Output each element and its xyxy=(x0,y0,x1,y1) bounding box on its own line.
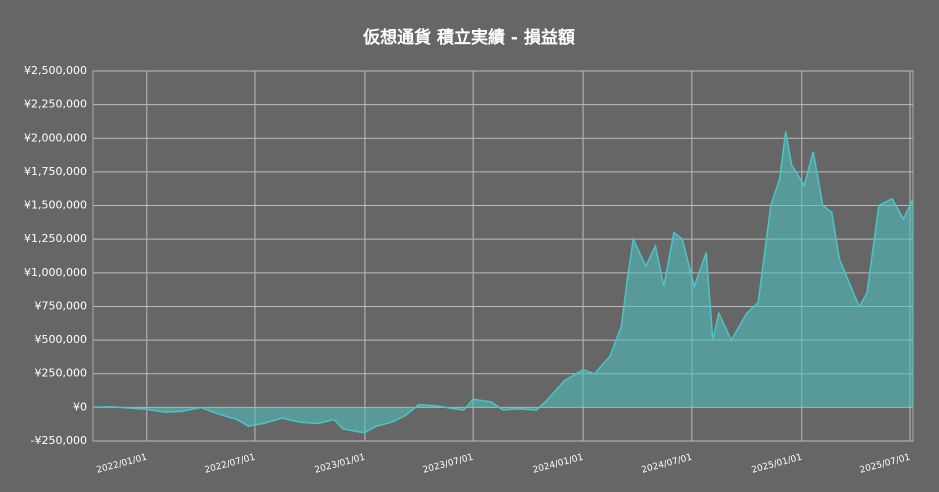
y-tick-label: ¥2,500,000 xyxy=(24,64,87,77)
y-tick-label: ¥1,500,000 xyxy=(24,199,87,212)
y-tick-label: -¥250,000 xyxy=(31,434,87,447)
y-tick-label: ¥250,000 xyxy=(35,367,88,380)
area-fill xyxy=(93,131,913,433)
y-tick-label: ¥2,250,000 xyxy=(24,98,87,111)
y-tick-label: ¥750,000 xyxy=(35,299,88,312)
area-line xyxy=(92,131,914,434)
y-tick-label: ¥1,750,000 xyxy=(24,165,87,178)
y-tick-label: ¥1,000,000 xyxy=(24,266,87,279)
y-tick-label: ¥500,000 xyxy=(35,333,88,346)
y-tick-label: ¥2,000,000 xyxy=(24,131,87,144)
chart-title: 仮想通貨 積立実績 - 損益額 xyxy=(362,27,575,48)
y-tick-label: ¥1,250,000 xyxy=(24,232,87,245)
y-tick-label: ¥0 xyxy=(73,400,87,413)
